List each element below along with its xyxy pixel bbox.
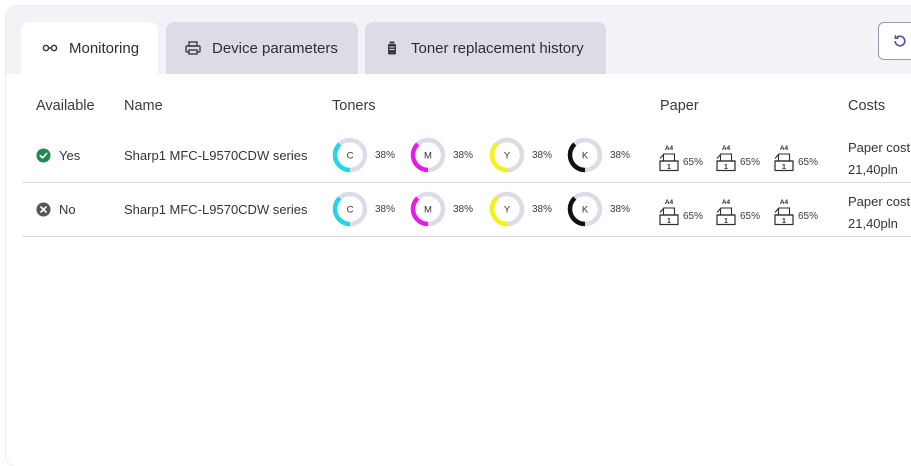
toner-letter: K	[582, 205, 589, 216]
paper-tray: A4 1 65%	[716, 194, 760, 226]
table-row[interactable]: No Sharp1 MFC-L9570CDW series C 38% M 38% Y 38%…	[22, 182, 911, 237]
toner-percent: 38%	[532, 203, 553, 215]
column-header-available: Available	[36, 98, 95, 114]
paper-tray-number: 1	[667, 218, 671, 225]
toner-ring: K	[567, 137, 603, 173]
toner-percent: 38%	[610, 149, 631, 161]
paper-size-label: A4	[780, 145, 789, 152]
paper-size-label: A4	[722, 199, 731, 206]
toner-ring: C	[332, 137, 368, 173]
paper-tray-number: 1	[724, 218, 728, 225]
device-name: Sharp1 MFC-L9570CDW series	[124, 201, 308, 217]
paper-percent: 65%	[683, 211, 704, 222]
device-name: Sharp1 MFC-L9570CDW series	[124, 147, 308, 163]
cost-value: 21,40pln	[848, 216, 898, 231]
paper-tray: A4 1 65%	[774, 194, 818, 226]
toner-letter: C	[347, 151, 354, 162]
refresh-icon	[892, 33, 908, 49]
toner-percent: 38%	[375, 149, 396, 161]
availability-cell: Yes	[36, 128, 80, 182]
paper-tray-number: 1	[782, 218, 786, 225]
column-header-toners: Toners	[332, 98, 376, 114]
availability-label: No	[59, 201, 76, 217]
paper-tray: A4 1 65%	[659, 194, 703, 226]
paper-tray-icon: A4 1	[774, 145, 794, 172]
toner-letter: M	[424, 205, 432, 216]
toner-ring: M	[410, 137, 446, 173]
tab-toner-history[interactable]: Toner replacement history	[365, 22, 606, 74]
toner-letter: Y	[504, 151, 511, 162]
paper-tray-icon: A4 1	[716, 199, 736, 226]
cost-cell: Paper cost 21,40pln	[848, 137, 910, 181]
paper-size-label: A4	[780, 199, 789, 206]
toner-percent: 38%	[375, 203, 396, 215]
tab-label: Toner replacement history	[411, 39, 584, 57]
toner-gauge: M 38%	[410, 137, 473, 173]
paper-percent: 65%	[683, 157, 704, 168]
monitoring-panel: Monitoring Device parameters Toner repla…	[6, 6, 911, 466]
availability-cell: No	[36, 182, 76, 236]
column-header-costs: Costs	[848, 98, 886, 114]
toner-letter: Y	[504, 205, 511, 216]
toner-gauge: C 38%	[332, 137, 395, 173]
paper-percent: 65%	[798, 211, 819, 222]
toner-letter: K	[582, 151, 589, 162]
paper-tray-icon: A4 1	[716, 145, 736, 172]
printer-icon	[182, 41, 204, 55]
paper-size-label: A4	[665, 145, 674, 152]
toner-percent: 38%	[532, 149, 553, 161]
paper-percent: 65%	[798, 157, 819, 168]
toner-gauge: C 38%	[332, 191, 395, 227]
paper-size-label: A4	[722, 145, 731, 152]
paper-tray-number: 1	[782, 164, 786, 171]
column-header-paper: Paper	[660, 98, 699, 114]
x-circle-icon	[36, 201, 51, 217]
column-header-name: Name	[124, 98, 163, 114]
toner-letter: C	[347, 205, 354, 216]
paper-percent: 65%	[740, 157, 761, 168]
table-row[interactable]: Yes Sharp1 MFC-L9570CDW series C 38% M 38% Y 38…	[22, 128, 911, 183]
toner-percent: 38%	[453, 203, 474, 215]
toner-letter: M	[424, 151, 432, 162]
toner-ring: Y	[489, 191, 525, 227]
cost-cell: Paper cost 21,40pln	[848, 191, 910, 235]
paper-tray: A4 1 65%	[659, 140, 703, 172]
glasses-icon	[39, 43, 61, 53]
tab-label: Device parameters	[212, 39, 338, 57]
paper-tray: A4 1 65%	[774, 140, 818, 172]
paper-percent: 65%	[740, 211, 761, 222]
toner-ring: C	[332, 191, 368, 227]
tab-device-parameters[interactable]: Device parameters	[166, 22, 358, 74]
toner-icon	[381, 41, 403, 55]
toner-gauge: K 38%	[567, 191, 630, 227]
tab-bar: Monitoring Device parameters Toner repla…	[6, 6, 911, 74]
tab-monitoring[interactable]: Monitoring	[21, 22, 158, 74]
toner-ring: M	[410, 191, 446, 227]
paper-tray-icon: A4 1	[659, 199, 679, 226]
toner-gauge: Y 38%	[489, 191, 552, 227]
toner-percent: 38%	[610, 203, 631, 215]
toner-ring: K	[567, 191, 603, 227]
paper-tray: A4 1 65%	[716, 140, 760, 172]
refresh-button[interactable]	[878, 22, 911, 60]
paper-size-label: A4	[665, 199, 674, 206]
tab-label: Monitoring	[69, 39, 140, 57]
cost-label: Paper cost	[848, 140, 911, 155]
paper-tray-icon: A4 1	[774, 199, 794, 226]
cost-label: Paper cost	[848, 194, 911, 209]
cost-value: 21,40pln	[848, 162, 898, 177]
availability-label: Yes	[59, 147, 81, 163]
toner-gauge: K 38%	[567, 137, 630, 173]
paper-tray-number: 1	[724, 164, 728, 171]
toner-gauge: Y 38%	[489, 137, 552, 173]
toner-ring: Y	[489, 137, 525, 173]
toner-percent: 38%	[453, 149, 474, 161]
check-circle-icon	[36, 147, 51, 163]
toner-gauge: M 38%	[410, 191, 473, 227]
paper-tray-number: 1	[667, 164, 671, 171]
paper-tray-icon: A4 1	[659, 145, 679, 172]
